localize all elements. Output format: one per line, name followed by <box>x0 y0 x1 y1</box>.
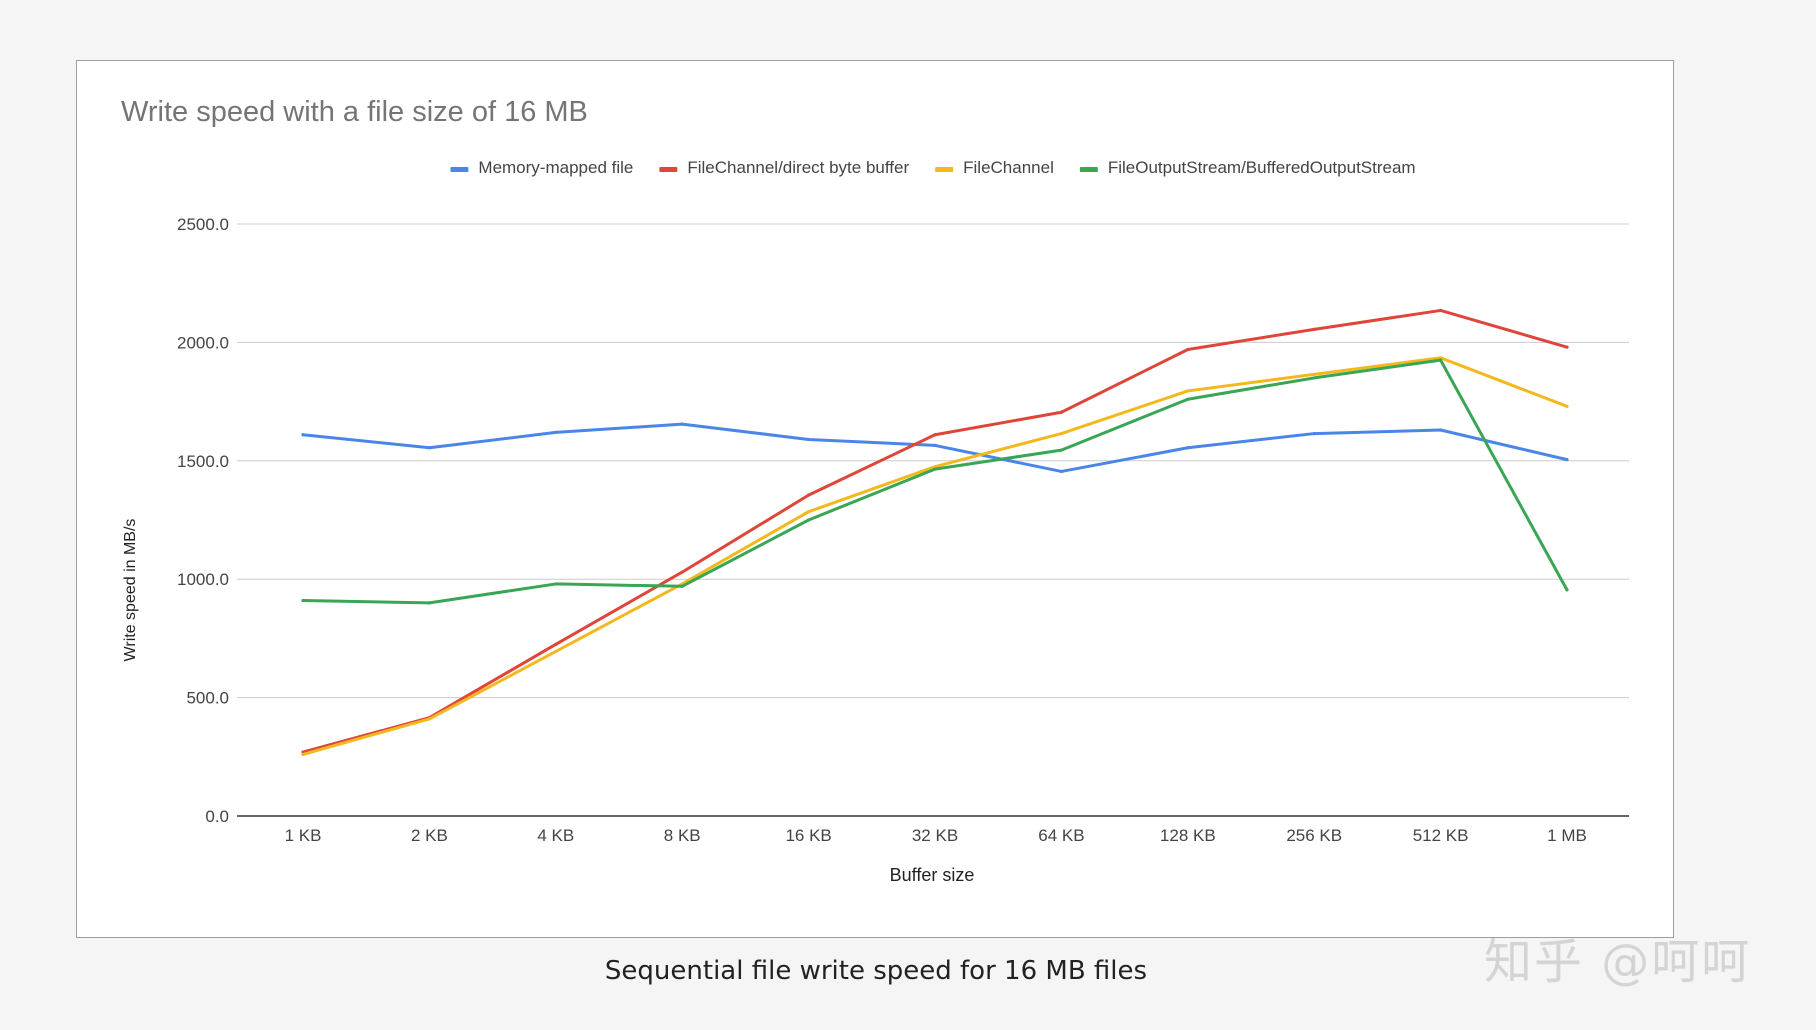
x-axis-label: Buffer size <box>890 865 975 885</box>
x-tick-label: 2 KB <box>411 826 448 845</box>
data-point <box>427 717 431 721</box>
y-axis-label: Write speed in MB/s <box>122 519 139 662</box>
x-tick-label: 8 KB <box>664 826 701 845</box>
data-point <box>1186 389 1190 393</box>
data-point <box>1565 345 1569 349</box>
legend-item: FileOutputStream/BufferedOutputStream <box>1079 158 1416 177</box>
legend-swatch <box>659 167 678 172</box>
data-point <box>427 446 431 450</box>
data-point <box>933 443 937 448</box>
data-point <box>301 433 305 437</box>
data-point <box>1186 397 1190 401</box>
data-point <box>1186 347 1190 352</box>
data-point <box>554 430 558 434</box>
y-tick-label: 2500.0 <box>177 215 229 234</box>
series-line <box>301 422 1569 473</box>
series-line <box>301 356 1569 756</box>
chart-svg: Write speed with a file size of 16 MB Me… <box>121 96 1629 885</box>
series-line <box>301 358 1569 605</box>
data-point <box>1565 404 1569 408</box>
data-point <box>1059 448 1063 452</box>
data-point <box>1312 431 1316 436</box>
y-tick-label: 2000.0 <box>177 333 229 352</box>
data-point <box>1439 356 1443 360</box>
data-point <box>427 601 431 605</box>
data-point <box>1059 469 1063 474</box>
data-point <box>933 433 937 437</box>
data-point <box>554 649 558 654</box>
chart-frame: Write speed with a file size of 16 MB Me… <box>76 60 1674 938</box>
x-tick-label: 64 KB <box>1038 826 1084 845</box>
data-point <box>1565 458 1569 462</box>
figure-caption: Sequential file write speed for 16 MB fi… <box>604 956 1148 986</box>
data-point <box>554 582 558 586</box>
x-tick-label: 256 KB <box>1286 826 1342 845</box>
data-point <box>1439 358 1443 362</box>
legend-label: FileChannel/direct byte buffer <box>687 158 909 177</box>
legend-swatch <box>935 167 954 172</box>
legend-label: FileOutputStream/BufferedOutputStream <box>1108 158 1416 177</box>
chart-title: Write speed with a file size of 16 MB <box>121 96 588 128</box>
legend: Memory-mapped file FileChannel/direct byt… <box>450 158 1416 177</box>
y-tick-label: 500.0 <box>186 689 229 708</box>
data-point <box>807 510 811 514</box>
data-point <box>807 518 811 522</box>
y-axis-ticks: 0.0 500.0 1000.0 1500.0 2000.0 2500.0 <box>177 215 229 826</box>
y-tick-label: 1500.0 <box>177 452 229 471</box>
legend-label: Memory-mapped file <box>478 158 633 177</box>
y-tick-label: 1000.0 <box>177 570 229 589</box>
data-point <box>680 584 684 588</box>
x-tick-label: 128 KB <box>1160 826 1216 845</box>
data-point <box>807 493 811 497</box>
data-point <box>1186 446 1190 450</box>
x-tick-label: 1 KB <box>285 826 322 845</box>
legend-item: FileChannel <box>935 158 1054 177</box>
data-point <box>301 752 305 757</box>
data-point <box>1565 588 1569 592</box>
legend-item: FileChannel/direct byte buffer <box>659 158 909 177</box>
x-tick-label: 32 KB <box>912 826 958 845</box>
legend-swatch <box>450 167 469 172</box>
data-point <box>1439 428 1443 432</box>
data-point <box>807 437 811 442</box>
y-tick-label: 0.0 <box>205 807 229 826</box>
data-point <box>1312 327 1316 331</box>
data-point <box>554 642 558 646</box>
data-point <box>1439 308 1443 313</box>
data-point <box>1312 372 1316 376</box>
x-axis-ticks: 1 KB 2 KB 4 KB 8 KB 16 KB 32 KB 64 KB 128 KB 256… <box>285 826 1587 845</box>
data-point <box>1059 431 1063 436</box>
data-point <box>933 467 937 471</box>
x-tick-label: 4 KB <box>537 826 574 845</box>
x-tick-label: 1 MB <box>1547 826 1587 845</box>
watermark: 知乎 @呵呵 <box>1484 934 1752 990</box>
legend-label: FileChannel <box>963 158 1054 177</box>
data-point <box>301 598 305 603</box>
x-tick-label: 16 KB <box>785 826 831 845</box>
legend-swatch <box>1079 167 1098 172</box>
data-point <box>680 570 684 574</box>
series-lines <box>301 308 1569 757</box>
legend-item: Memory-mapped file <box>450 158 633 177</box>
x-tick-label: 512 KB <box>1413 826 1469 845</box>
data-point <box>680 422 684 426</box>
data-point <box>1312 376 1316 380</box>
data-point <box>1059 410 1063 414</box>
